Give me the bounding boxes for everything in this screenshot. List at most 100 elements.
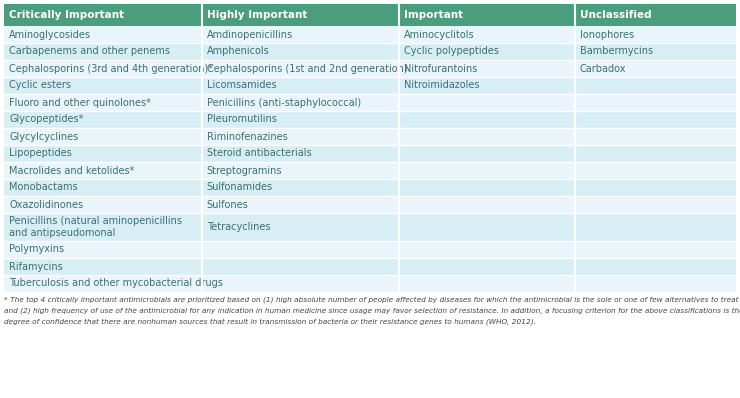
Bar (201, 94, 400, 111)
Text: Tuberculosis and other mycobacterial drugs: Tuberculosis and other mycobacterial dru… (9, 279, 223, 289)
Bar (575, 111, 736, 128)
Text: Cyclic esters: Cyclic esters (9, 80, 71, 90)
Bar (400, 241, 575, 258)
Text: Sulfones: Sulfones (206, 199, 249, 209)
Text: Fluoro and other quinolones*: Fluoro and other quinolones* (9, 98, 151, 107)
Text: degree of confidence that there are nonhuman sources that result in transmission: degree of confidence that there are nonh… (4, 318, 536, 325)
Text: Aminocyclitols: Aminocyclitols (404, 29, 475, 39)
Text: Riminofenazines: Riminofenazines (206, 131, 287, 142)
Bar (4, 162, 201, 179)
Bar (201, 162, 400, 179)
Bar (575, 179, 736, 196)
Text: Polymyxins: Polymyxins (9, 244, 64, 254)
Text: Glycylcyclines: Glycylcyclines (9, 131, 78, 142)
Bar (4, 196, 201, 213)
Bar (400, 77, 575, 94)
Bar (201, 145, 400, 162)
Bar (575, 128, 736, 145)
Bar (201, 213, 400, 241)
Text: Streptogramins: Streptogramins (206, 166, 282, 176)
Text: Nitroimidazoles: Nitroimidazoles (404, 80, 480, 90)
Bar (400, 128, 575, 145)
Bar (575, 275, 736, 292)
Bar (400, 196, 575, 213)
Bar (4, 111, 201, 128)
Text: Nitrofurantoins: Nitrofurantoins (404, 64, 477, 74)
Bar (400, 43, 575, 60)
Text: Lipopeptides: Lipopeptides (9, 148, 72, 158)
Text: Carbadox: Carbadox (580, 64, 627, 74)
Bar (575, 77, 736, 94)
Bar (4, 258, 201, 275)
Bar (400, 162, 575, 179)
Bar (4, 275, 201, 292)
Text: Cephalosporins (1st and 2nd generation): Cephalosporins (1st and 2nd generation) (206, 64, 407, 74)
Text: Sulfonamides: Sulfonamides (206, 183, 273, 193)
Text: Monobactams: Monobactams (9, 183, 78, 193)
Bar (400, 111, 575, 128)
Bar (4, 77, 201, 94)
Bar (4, 94, 201, 111)
Text: Highly Important: Highly Important (206, 10, 307, 20)
Bar (4, 179, 201, 196)
Bar (4, 43, 201, 60)
Bar (575, 4, 736, 26)
Bar (575, 145, 736, 162)
Bar (575, 43, 736, 60)
Bar (4, 128, 201, 145)
Text: Important: Important (404, 10, 463, 20)
Bar (201, 258, 400, 275)
Text: Critically Important: Critically Important (9, 10, 124, 20)
Bar (4, 145, 201, 162)
Text: Carbapenems and other penems: Carbapenems and other penems (9, 47, 170, 57)
Text: Amdinopenicillins: Amdinopenicillins (206, 29, 293, 39)
Bar (400, 275, 575, 292)
Bar (400, 213, 575, 241)
Text: and (2) high frequency of use of the antimicrobial for any indication in human m: and (2) high frequency of use of the ant… (4, 307, 740, 314)
Text: Rifamycins: Rifamycins (9, 261, 63, 271)
Bar (575, 213, 736, 241)
Bar (201, 196, 400, 213)
Bar (575, 162, 736, 179)
Text: Ionophores: Ionophores (580, 29, 634, 39)
Text: Macrolides and ketolides*: Macrolides and ketolides* (9, 166, 135, 176)
Bar (575, 94, 736, 111)
Bar (400, 258, 575, 275)
Text: Penicillins (anti-staphylococcal): Penicillins (anti-staphylococcal) (206, 98, 361, 107)
Text: Tetracyclines: Tetracyclines (206, 222, 270, 232)
Bar (201, 4, 400, 26)
Bar (400, 60, 575, 77)
Bar (201, 179, 400, 196)
Bar (201, 275, 400, 292)
Bar (400, 179, 575, 196)
Text: Pleuromutilins: Pleuromutilins (206, 115, 277, 125)
Bar (400, 94, 575, 111)
Bar (201, 60, 400, 77)
Bar (4, 4, 201, 26)
Text: Bambermycins: Bambermycins (580, 47, 653, 57)
Bar (575, 196, 736, 213)
Bar (4, 26, 201, 43)
Text: Cephalosporins (3rd and 4th generation)*: Cephalosporins (3rd and 4th generation)* (9, 64, 213, 74)
Text: Glycopeptides*: Glycopeptides* (9, 115, 84, 125)
Bar (400, 145, 575, 162)
Bar (575, 258, 736, 275)
Text: Aminoglycosides: Aminoglycosides (9, 29, 91, 39)
Bar (575, 241, 736, 258)
Bar (201, 77, 400, 94)
Bar (4, 241, 201, 258)
Bar (4, 60, 201, 77)
Bar (400, 4, 575, 26)
Text: Penicillins (natural aminopenicillins
and antipseudomonal: Penicillins (natural aminopenicillins an… (9, 216, 182, 238)
Bar (400, 26, 575, 43)
Bar (201, 128, 400, 145)
Text: Steroid antibacterials: Steroid antibacterials (206, 148, 312, 158)
Bar (201, 241, 400, 258)
Bar (201, 26, 400, 43)
Text: Oxazolidinones: Oxazolidinones (9, 199, 83, 209)
Text: Licomsamides: Licomsamides (206, 80, 276, 90)
Bar (575, 60, 736, 77)
Text: * The top 4 critically important antimicrobials are prioritized based on (1) hig: * The top 4 critically important antimic… (4, 296, 740, 302)
Text: Unclassified: Unclassified (580, 10, 652, 20)
Bar (575, 26, 736, 43)
